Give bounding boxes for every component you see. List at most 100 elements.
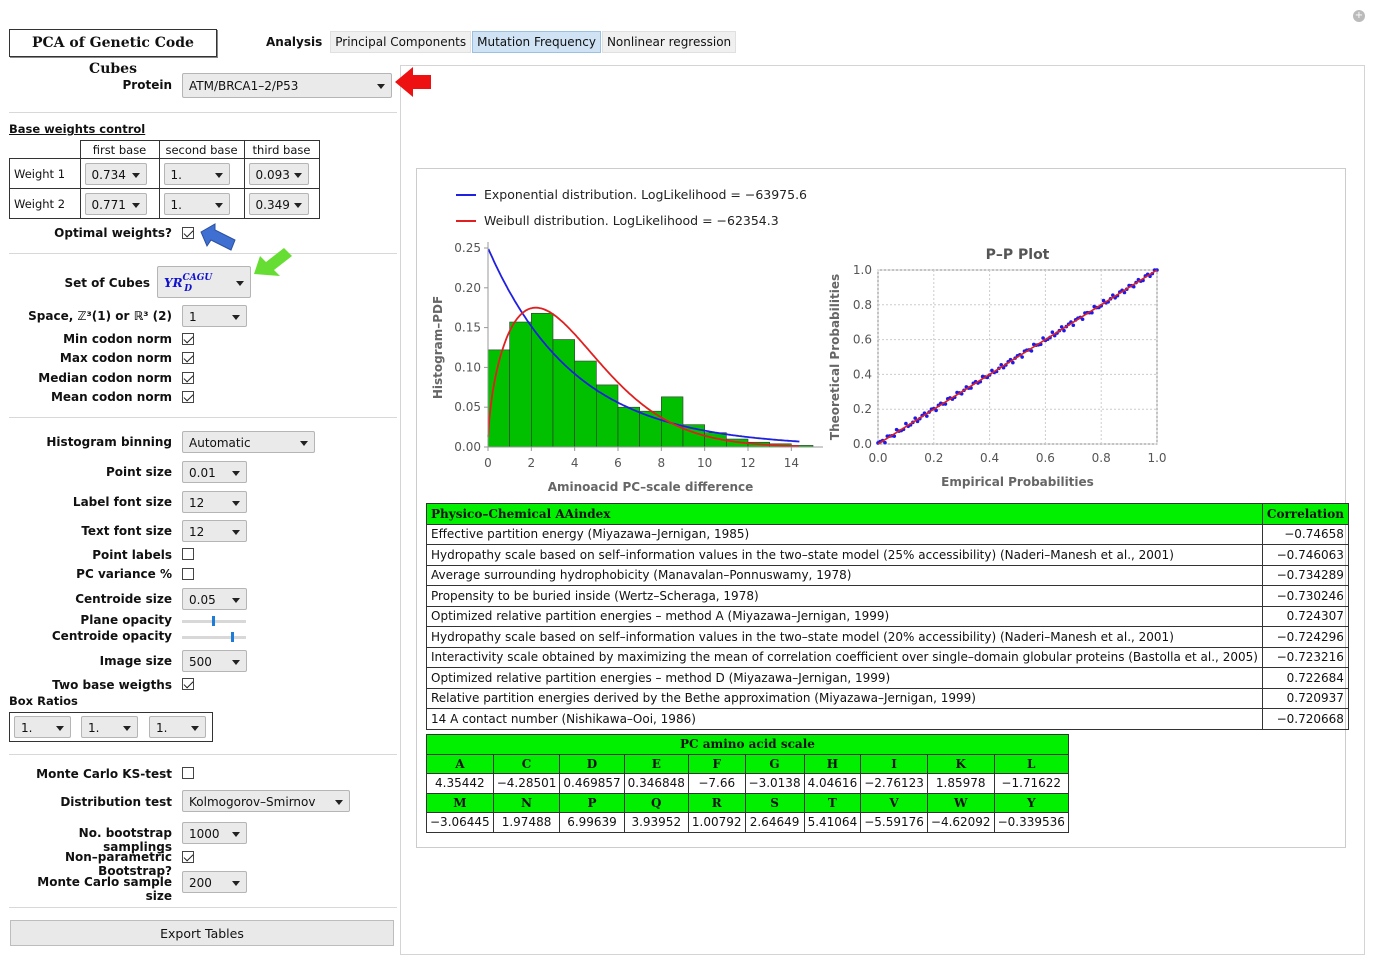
pc-value: 2.64649 [744, 812, 805, 833]
pc-amino-acid-table: PC amino acid scale A C D E F G H I K L 4.35442 −4.2… [426, 734, 1069, 833]
cubes-main: YR [164, 276, 183, 290]
bootstrap-select[interactable]: 1000 [182, 822, 247, 844]
tab-nonlinear-regression[interactable]: Nonlinear regression [601, 31, 737, 53]
correlation-value: −0.724296 [1261, 626, 1349, 648]
blue-arrow-icon [200, 223, 236, 251]
monte-carlo-ks-checkbox[interactable] [182, 767, 194, 779]
amino-acid-letter: R [687, 792, 746, 813]
amino-acid-letter: F [687, 753, 746, 774]
point-size-select[interactable]: 0.01 [182, 461, 247, 483]
x-axis-label: Empirical Probabilities [941, 475, 1094, 489]
weight2-second-select[interactable]: 1. [163, 192, 230, 215]
value: Automatic [189, 436, 251, 450]
chevron-down-icon [232, 832, 240, 837]
table-row: Hydropathy scale based on self–informati… [426, 544, 1349, 566]
mean-norm-checkbox[interactable] [182, 391, 194, 403]
pp-point [1020, 355, 1024, 359]
value: 1000 [189, 827, 220, 841]
weight1-second-select[interactable]: 1. [163, 162, 230, 185]
amino-acid-letter: C [492, 753, 561, 774]
x-tick-label: 2 [528, 456, 536, 470]
box-ratios-label: Box Ratios [9, 694, 78, 708]
y-axis-label: Theoretical Probabilities [828, 274, 842, 440]
chevron-down-icon [232, 660, 240, 665]
tab-content-frame [400, 65, 1365, 955]
amino-acid-letter: I [860, 753, 928, 774]
centroide-size-label: Centroide size [75, 592, 172, 606]
pc-value: 1.00792 [687, 812, 746, 833]
min-norm-checkbox[interactable] [182, 333, 194, 345]
set-of-cubes-select[interactable]: YRCAGUD [157, 266, 251, 298]
chevron-down-icon [191, 726, 199, 731]
tab-principal-components[interactable]: Principal Components [330, 31, 472, 53]
pc-value: −5.59176 [860, 812, 928, 833]
min-norm-label: Min codon norm [63, 332, 172, 346]
amino-acid-letter: W [926, 792, 995, 813]
pp-point [1101, 298, 1106, 303]
centroide-opacity-slider[interactable] [182, 632, 246, 642]
space-select[interactable]: 1 [182, 305, 247, 327]
protein-select[interactable]: ATM/BRCA1–2/P53 [182, 73, 392, 98]
correlation-value: 0.722684 [1261, 667, 1349, 689]
pp-point [1071, 323, 1076, 328]
amino-acid-letter: E [623, 753, 689, 774]
pp-point [934, 408, 938, 413]
tab-mutation-frequency[interactable]: Mutation Frequency [472, 31, 601, 53]
median-norm-checkbox[interactable] [182, 372, 194, 384]
chevron-down-icon [293, 202, 302, 208]
optimal-weights-checkbox[interactable] [182, 227, 194, 239]
value: 1. [170, 167, 182, 182]
slider-thumb[interactable] [231, 632, 234, 642]
chart-legend: Exponential distribution. LogLikelihood … [456, 187, 807, 228]
label-font-size-select[interactable]: 12 [182, 491, 247, 513]
protein-value: ATM/BRCA1–2/P53 [189, 79, 299, 93]
space-label: Space, ℤ³(1) or ℝ³ (2) [28, 309, 172, 323]
text-font-size-select[interactable]: 12 [182, 520, 247, 542]
pp-point [1011, 360, 1015, 365]
max-norm-checkbox[interactable] [182, 352, 194, 364]
box-ratio-z-select[interactable]: 1. [149, 716, 206, 738]
value: 1. [88, 721, 100, 735]
point-labels-checkbox[interactable] [182, 548, 194, 560]
tabs-label: Analysis [266, 35, 323, 49]
aaindex-name: Average surrounding hydrophobicity (Mana… [426, 564, 1263, 586]
slider-thumb[interactable] [212, 616, 215, 626]
box-ratio-y-select[interactable]: 1. [81, 716, 138, 738]
histogram-binning-select[interactable]: Automatic [182, 431, 315, 453]
chevron-down-icon [214, 202, 223, 208]
two-base-checkbox[interactable] [182, 678, 194, 690]
image-size-select[interactable]: 500 [182, 650, 247, 672]
plus-icon[interactable]: + [1353, 10, 1365, 22]
histogram-bar [617, 406, 640, 448]
table-row: Interactivity scale obtained by maximizi… [426, 646, 1349, 668]
weight1-first-select[interactable]: 0.734 [84, 162, 147, 185]
histogram-bar [574, 360, 597, 448]
red-arrow-icon [395, 67, 431, 97]
weight2-third-select[interactable]: 0.349 [248, 192, 309, 215]
pp-point [925, 414, 929, 418]
median-norm-label: Median codon norm [38, 371, 172, 385]
corr-header-index: Physico–Chemical AAindex [426, 503, 1263, 525]
point-size-label: Point size [106, 465, 172, 479]
y-tick-label: 0.10 [454, 360, 481, 374]
amino-acid-letter: N [492, 792, 561, 813]
pc-value: −3.06445 [426, 812, 494, 833]
aaindex-name: Hydropathy scale based on self–informati… [426, 626, 1263, 648]
base-weights-title: Base weights control [9, 122, 146, 136]
separator [9, 417, 397, 418]
weight2-first-select[interactable]: 0.771 [84, 192, 147, 215]
table-row: Effective partition energy (Miyazawa–Jer… [426, 523, 1349, 545]
chevron-down-icon [123, 726, 131, 731]
mc-sample-select[interactable]: 200 [182, 871, 247, 893]
distribution-test-select[interactable]: Kolmogorov–Smirnov [182, 790, 350, 812]
centroide-size-select[interactable]: 0.05 [182, 588, 247, 610]
plane-opacity-slider[interactable] [182, 616, 246, 626]
pc-variance-checkbox[interactable] [182, 568, 194, 580]
nonparametric-checkbox[interactable] [182, 851, 194, 863]
weight1-third-select[interactable]: 0.093 [248, 162, 309, 185]
histogram-binning-label: Histogram binning [46, 435, 172, 449]
tab-bar: Analysis Principal Components Mutation F… [262, 31, 737, 53]
box-ratio-x-select[interactable]: 1. [14, 716, 71, 738]
x-axis-label: Aminoacid PC–scale difference [548, 480, 754, 494]
export-tables-button[interactable]: Export Tables [10, 920, 394, 946]
